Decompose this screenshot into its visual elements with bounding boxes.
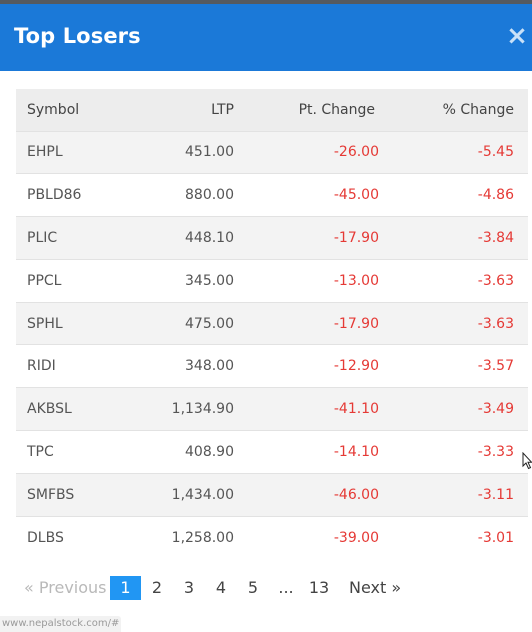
top-losers-table: Symbol LTP Pt. Change % Change EHPL 451.… [16,89,528,559]
cell-symbol: DLBS [27,529,64,546]
pagination-page-1-button[interactable]: 1 [110,576,141,600]
column-header-ltp[interactable]: LTP [211,101,234,118]
cell-ltp: 451.00 [185,144,234,161]
cell-symbol: RIDI [27,358,56,375]
pagination-page-3-button[interactable]: 3 [183,578,195,597]
pagination-next-button[interactable]: Next » [349,578,402,597]
pagination-page-2-button[interactable]: 2 [151,578,163,597]
table-row: EHPL 451.00 -26.00 -5.45 [16,131,528,174]
cell-pct-change: -3.57 [477,358,514,375]
column-header-pt-change[interactable]: Pt. Change [298,101,375,118]
modal-title: Top Losers [14,24,141,48]
column-header-pct-change[interactable]: % Change [442,101,514,118]
cell-ltp: 1,434.00 [171,486,234,503]
cell-pt-change: -41.10 [333,401,379,418]
cell-pt-change: -39.00 [333,529,379,546]
cell-pt-change: -17.90 [333,315,379,332]
pagination-page-4-button[interactable]: 4 [215,578,227,597]
table-row: TPC 408.90 -14.10 -3.33 [16,430,528,474]
cell-symbol: SPHL [27,315,63,332]
cell-pct-change: -4.86 [477,187,514,204]
cell-symbol: TPC [27,443,54,460]
cell-pt-change: -17.90 [333,229,379,246]
table-row: RIDI 348.00 -12.90 -3.57 [16,344,528,388]
cell-ltp: 345.00 [185,272,234,289]
cell-ltp: 475.00 [185,315,234,332]
cell-symbol: SMFBS [27,486,75,503]
table-row: SMFBS 1,434.00 -46.00 -3.11 [16,473,528,517]
pagination-previous-button[interactable]: « Previous [24,578,107,597]
cell-pt-change: -13.00 [333,272,379,289]
cell-pct-change: -3.11 [477,486,514,503]
cell-pt-change: -14.10 [333,443,379,460]
table-row: DLBS 1,258.00 -39.00 -3.01 [16,516,528,559]
browser-status-url: www.nepalstock.com/# [0,616,121,632]
cell-symbol: EHPL [27,144,63,161]
cell-pct-change: -3.49 [477,401,514,418]
modal-header: Top Losers × [0,4,532,71]
pagination-ellipsis: ... [278,578,294,597]
table-row: PPCL 345.00 -13.00 -3.63 [16,259,528,303]
table-row: PBLD86 880.00 -45.00 -4.86 [16,173,528,217]
cell-pct-change: -3.63 [477,272,514,289]
cell-pt-change: -45.00 [333,187,379,204]
table-row: SPHL 475.00 -17.90 -3.63 [16,302,528,345]
cell-pct-change: -3.33 [477,443,514,460]
table-row: PLIC 448.10 -17.90 -3.84 [16,216,528,260]
table-row: AKBSL 1,134.90 -41.10 -3.49 [16,387,528,431]
cell-pt-change: -26.00 [333,144,379,161]
pagination-page-5-button[interactable]: 5 [247,578,259,597]
cell-pct-change: -3.01 [477,529,514,546]
cell-ltp: 448.10 [185,229,234,246]
cell-symbol: PLIC [27,229,58,246]
cell-ltp: 1,258.00 [171,529,234,546]
cell-symbol: PPCL [27,272,62,289]
cell-ltp: 1,134.90 [171,401,234,418]
close-icon[interactable]: × [506,21,528,51]
cell-pt-change: -46.00 [333,486,379,503]
window-top-strip [0,0,532,4]
mouse-cursor-icon [522,452,532,470]
table-header-row: Symbol LTP Pt. Change % Change [16,89,528,131]
cell-pct-change: -3.63 [477,315,514,332]
cell-ltp: 408.90 [185,443,234,460]
cell-ltp: 348.00 [185,358,234,375]
pagination: « Previous 1 2 3 4 5 ... 13 Next » [16,575,401,601]
cell-symbol: PBLD86 [27,187,82,204]
cell-pct-change: -5.45 [477,144,514,161]
cell-pt-change: -12.90 [333,358,379,375]
column-header-symbol[interactable]: Symbol [27,101,80,118]
pagination-page-13-button[interactable]: 13 [308,578,330,597]
cell-ltp: 880.00 [185,187,234,204]
cell-symbol: AKBSL [27,401,72,418]
cell-pct-change: -3.84 [477,229,514,246]
